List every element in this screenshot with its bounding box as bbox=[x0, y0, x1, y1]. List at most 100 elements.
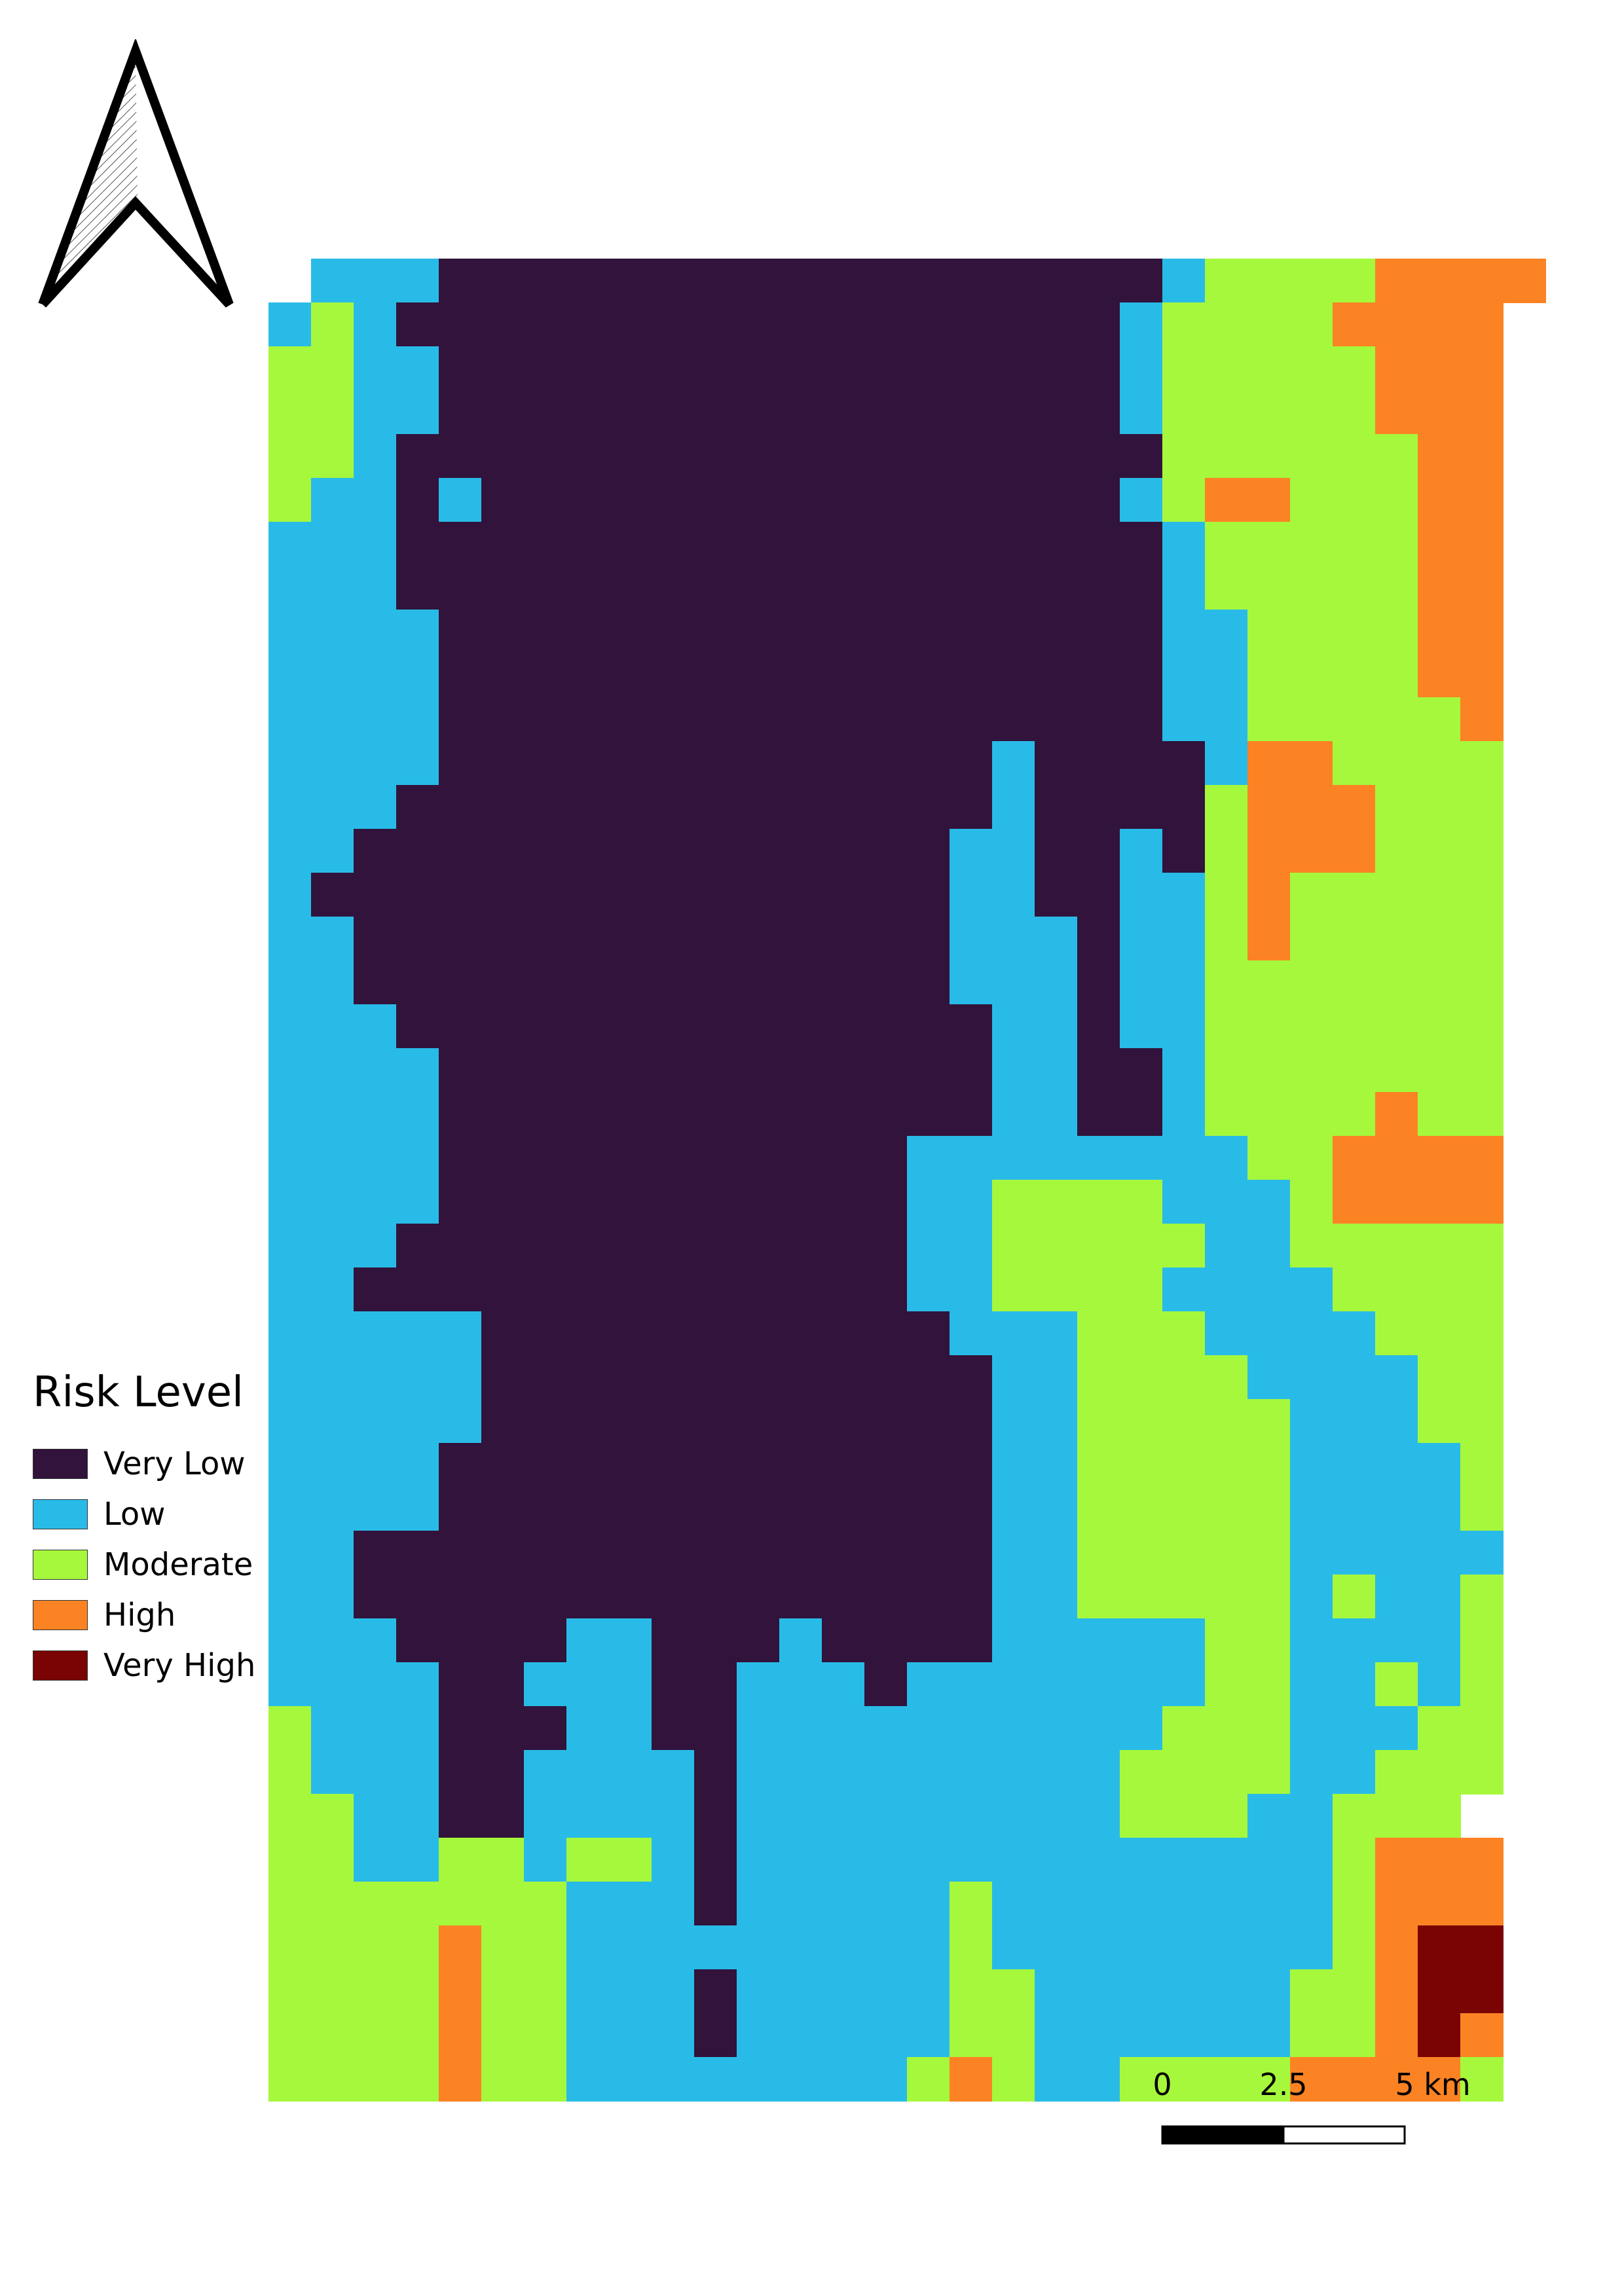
risk-cell bbox=[396, 1180, 439, 1224]
risk-cell bbox=[354, 1487, 397, 1531]
risk-cell bbox=[822, 2057, 865, 2102]
risk-cell bbox=[1418, 302, 1461, 347]
risk-cell bbox=[354, 1399, 397, 1444]
risk-cell bbox=[950, 1575, 993, 1619]
risk-cell bbox=[822, 1487, 865, 1531]
risk-cell bbox=[268, 1311, 312, 1356]
risk-cell bbox=[907, 478, 950, 522]
risk-cell bbox=[1205, 1706, 1248, 1751]
risk-cell bbox=[652, 829, 695, 873]
risk-cell bbox=[950, 1706, 993, 1751]
risk-cell bbox=[907, 873, 950, 917]
risk-cell bbox=[481, 346, 525, 391]
risk-cell bbox=[268, 434, 312, 479]
risk-cell bbox=[907, 1399, 950, 1444]
risk-cell bbox=[396, 1004, 439, 1049]
risk-cell bbox=[439, 1267, 482, 1312]
risk-cell bbox=[566, 1662, 610, 1707]
risk-cell bbox=[311, 1224, 354, 1268]
risk-cell bbox=[864, 1838, 908, 1882]
risk-cell bbox=[907, 434, 950, 479]
risk-cell bbox=[268, 1706, 312, 1751]
risk-cell bbox=[1418, 829, 1461, 873]
risk-cell bbox=[354, 1969, 397, 2014]
risk-cell bbox=[864, 610, 908, 654]
risk-cell bbox=[1162, 434, 1206, 479]
legend-item-low: Low bbox=[33, 1489, 268, 1539]
risk-cell bbox=[609, 1750, 652, 1795]
risk-cell bbox=[950, 1180, 993, 1224]
risk-cell bbox=[737, 302, 780, 347]
risk-cell bbox=[1120, 1048, 1163, 1093]
risk-cell bbox=[1460, 434, 1504, 479]
risk-cell bbox=[311, 1136, 354, 1180]
risk-cell bbox=[822, 1399, 865, 1444]
risk-cell bbox=[1375, 1048, 1418, 1093]
risk-cell bbox=[1290, 1399, 1333, 1444]
risk-cell bbox=[1077, 434, 1120, 479]
risk-cell bbox=[694, 1575, 737, 1619]
risk-cell bbox=[1035, 1531, 1078, 1575]
risk-cell bbox=[1333, 1180, 1376, 1224]
risk-cell bbox=[524, 302, 567, 347]
risk-cell bbox=[737, 697, 780, 742]
risk-cell bbox=[609, 1224, 652, 1268]
risk-cell bbox=[1375, 1882, 1418, 1926]
risk-cell bbox=[950, 960, 993, 1005]
risk-cell bbox=[822, 478, 865, 522]
risk-cell bbox=[992, 1882, 1035, 1926]
risk-cell bbox=[779, 1487, 822, 1531]
risk-cell bbox=[1290, 1092, 1333, 1137]
risk-cell bbox=[1290, 1706, 1333, 1751]
risk-cell bbox=[268, 1575, 312, 1619]
risk-cell bbox=[396, 1092, 439, 1137]
risk-cell bbox=[439, 1969, 482, 2014]
risk-cell bbox=[566, 566, 610, 610]
risk-cell bbox=[1120, 1355, 1163, 1400]
risk-cell bbox=[354, 1750, 397, 1795]
risk-cell bbox=[1077, 2057, 1120, 2102]
risk-cell bbox=[396, 1487, 439, 1531]
risk-cell bbox=[992, 1618, 1035, 1663]
risk-cell bbox=[354, 829, 397, 873]
risk-cell bbox=[1375, 785, 1418, 829]
risk-cell bbox=[907, 2013, 950, 2058]
risk-cell bbox=[524, 829, 567, 873]
risk-cell bbox=[1120, 1618, 1163, 1663]
risk-cell bbox=[1205, 1618, 1248, 1663]
risk-cell bbox=[609, 1443, 652, 1487]
risk-cell bbox=[1460, 478, 1504, 522]
risk-cell bbox=[609, 1575, 652, 1619]
risk-cell bbox=[1418, 1618, 1461, 1663]
risk-cell bbox=[396, 566, 439, 610]
risk-cell bbox=[1247, 1531, 1291, 1575]
risk-cell bbox=[1333, 1838, 1376, 1882]
risk-cell bbox=[779, 522, 822, 566]
risk-cell bbox=[354, 1180, 397, 1224]
risk-cell bbox=[481, 917, 525, 961]
risk-cell bbox=[1247, 785, 1291, 829]
risk-cell bbox=[1035, 1267, 1078, 1312]
risk-cell bbox=[779, 741, 822, 786]
risk-cell bbox=[737, 1399, 780, 1444]
risk-cell bbox=[1290, 1838, 1333, 1882]
risk-cell bbox=[1035, 1618, 1078, 1663]
risk-cell bbox=[1077, 1443, 1120, 1487]
risk-cell bbox=[1162, 1662, 1206, 1707]
risk-cell bbox=[609, 1048, 652, 1093]
risk-cell bbox=[566, 390, 610, 435]
risk-cell bbox=[694, 1092, 737, 1137]
risk-cell bbox=[864, 1004, 908, 1049]
risk-cell bbox=[566, 434, 610, 479]
risk-cell bbox=[992, 873, 1035, 917]
risk-cell bbox=[1205, 2057, 1248, 2102]
risk-cell bbox=[950, 1004, 993, 1049]
risk-cell bbox=[268, 2057, 312, 2102]
risk-cell bbox=[992, 1004, 1035, 1049]
risk-cell bbox=[439, 741, 482, 786]
risk-cell bbox=[1120, 1662, 1163, 1707]
risk-cell bbox=[1162, 2013, 1206, 2058]
risk-cell bbox=[1247, 2013, 1291, 2058]
risk-cell bbox=[354, 1838, 397, 1882]
risk-cell bbox=[609, 741, 652, 786]
